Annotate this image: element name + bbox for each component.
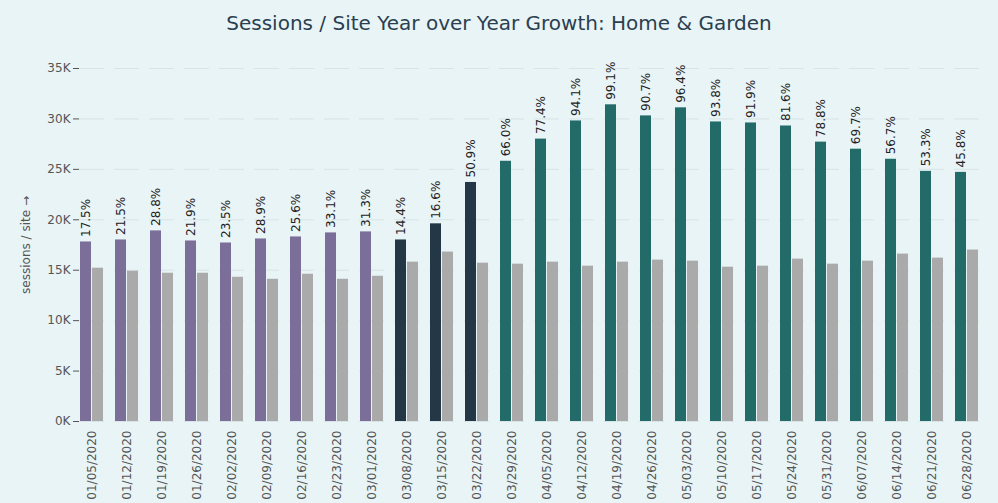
svg-text:04/26/2020: 04/26/2020 (645, 431, 659, 500)
svg-text:06/14/2020: 06/14/2020 (890, 431, 904, 500)
svg-text:02/23/2020: 02/23/2020 (330, 431, 344, 500)
svg-text:93.8%: 93.8% (709, 79, 723, 117)
svg-text:53.3%: 53.3% (919, 128, 933, 166)
svg-text:33.1%: 33.1% (324, 190, 338, 228)
svg-text:45.8%: 45.8% (954, 129, 968, 167)
svg-text:04/19/2020: 04/19/2020 (610, 431, 624, 500)
svg-text:28.8%: 28.8% (149, 188, 163, 226)
svg-text:94.1%: 94.1% (569, 78, 583, 116)
svg-text:91.9%: 91.9% (744, 80, 758, 118)
html-text:Sessions / Site Year over Year: Sessions / Site Year over Year Growth: H… (226, 11, 772, 35)
svg-text:04/12/2020: 04/12/2020 (575, 431, 589, 500)
svg-text:31.3%: 31.3% (359, 189, 373, 227)
svg-text:06/28/2020: 06/28/2020 (960, 431, 974, 500)
svg-text:06/21/2020: 06/21/2020 (925, 431, 939, 500)
svg-text:81.6%: 81.6% (779, 83, 793, 121)
svg-text:05/03/2020: 05/03/2020 (680, 431, 694, 500)
svg-text:04/05/2020: 04/05/2020 (540, 431, 554, 500)
svg-text:01/05/2020: 01/05/2020 (85, 431, 99, 500)
svg-text:21.9%: 21.9% (184, 198, 198, 236)
svg-text:96.4%: 96.4% (674, 65, 688, 103)
svg-text:14.4%: 14.4% (394, 197, 408, 235)
svg-text:03/29/2020: 03/29/2020 (505, 431, 519, 500)
svg-text:sessions / site →: sessions / site → (19, 196, 33, 294)
svg-text:02/16/2020: 02/16/2020 (295, 431, 309, 500)
svg-text:30K: 30K (47, 112, 71, 126)
svg-text:01/12/2020: 01/12/2020 (120, 431, 134, 500)
svg-text:10K: 10K (47, 313, 71, 327)
svg-text:01/19/2020: 01/19/2020 (155, 431, 169, 500)
svg-text:05/17/2020: 05/17/2020 (750, 431, 764, 500)
svg-text:03/01/2020: 03/01/2020 (365, 431, 379, 500)
svg-text:17.5%: 17.5% (79, 199, 93, 237)
svg-text:15K: 15K (47, 263, 71, 277)
svg-text:56.7%: 56.7% (884, 116, 898, 154)
svg-text:03/08/2020: 03/08/2020 (400, 431, 414, 500)
svg-text:66.0%: 66.0% (499, 118, 513, 156)
svg-text:35K: 35K (47, 61, 71, 75)
svg-text:20K: 20K (47, 213, 71, 227)
svg-text:02/02/2020: 02/02/2020 (225, 431, 239, 500)
svg-text:5K: 5K (55, 364, 72, 378)
svg-text:16.6%: 16.6% (429, 181, 443, 219)
svg-text:05/10/2020: 05/10/2020 (715, 431, 729, 500)
svg-text:21.5%: 21.5% (114, 197, 128, 235)
svg-text:28.9%: 28.9% (254, 196, 268, 234)
svg-text:25K: 25K (47, 162, 71, 176)
svg-text:05/31/2020: 05/31/2020 (820, 431, 834, 500)
svg-text:90.7%: 90.7% (639, 73, 653, 111)
svg-text:02/09/2020: 02/09/2020 (260, 431, 274, 500)
svg-text:0K: 0K (55, 414, 72, 428)
svg-text:78.8%: 78.8% (814, 99, 828, 137)
svg-text:03/22/2020: 03/22/2020 (470, 431, 484, 500)
svg-text:25.6%: 25.6% (289, 194, 303, 232)
svg-text:03/15/2020: 03/15/2020 (435, 431, 449, 500)
svg-text:50.9%: 50.9% (464, 139, 478, 177)
svg-text:06/07/2020: 06/07/2020 (855, 431, 869, 500)
svg-text:05/24/2020: 05/24/2020 (785, 431, 799, 500)
svg-text:69.7%: 69.7% (849, 106, 863, 144)
svg-text:77.4%: 77.4% (534, 96, 548, 134)
svg-text:01/26/2020: 01/26/2020 (190, 431, 204, 500)
svg-text:23.5%: 23.5% (219, 200, 233, 238)
svg-text:99.1%: 99.1% (604, 62, 618, 100)
